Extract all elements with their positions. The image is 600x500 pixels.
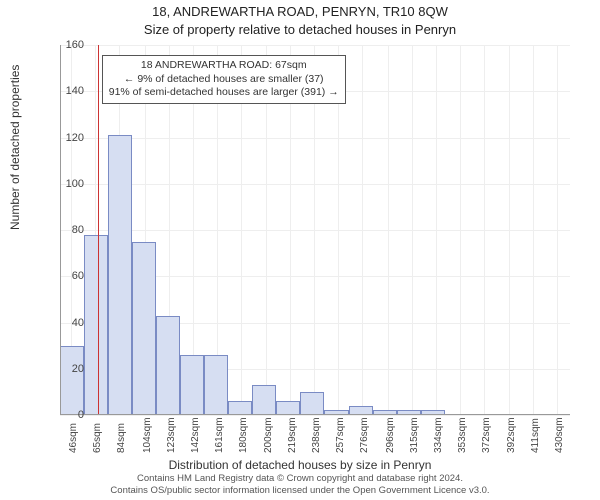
x-tick-label: 104sqm (142, 417, 153, 453)
x-tick-label: 219sqm (287, 417, 298, 453)
x-axis-label: Distribution of detached houses by size … (0, 458, 600, 472)
footnote-line1: Contains HM Land Registry data © Crown c… (137, 473, 463, 484)
histogram-bar (204, 355, 228, 415)
x-tick-label: 296sqm (385, 417, 396, 453)
y-tick-label: 140 (54, 85, 84, 97)
histogram-bar (252, 385, 276, 415)
annotation-box: 18 ANDREWARTHA ROAD: 67sqm← 9% of detach… (102, 55, 346, 104)
page-title: 18, ANDREWARTHA ROAD, PENRYN, TR10 8QW (0, 4, 600, 19)
x-tick-label: 276sqm (359, 417, 370, 453)
histogram-bar (108, 135, 132, 415)
histogram-bar (60, 346, 84, 415)
histogram-bar (300, 392, 324, 415)
x-tick-label: 257sqm (335, 417, 346, 453)
x-tick-label: 392sqm (506, 417, 517, 453)
histogram-bar (84, 235, 108, 415)
x-tick-label: 200sqm (263, 417, 274, 453)
y-axis-label: Number of detached properties (8, 65, 22, 230)
footnote: Contains HM Land Registry data © Crown c… (0, 473, 600, 497)
y-tick-label: 120 (54, 132, 84, 144)
y-tick-label: 20 (54, 363, 84, 375)
histogram-bar (276, 401, 300, 415)
reference-line (98, 45, 99, 415)
x-tick-label: 180sqm (238, 417, 249, 453)
gridline-h (60, 45, 570, 46)
y-tick-label: 100 (54, 178, 84, 190)
gridline-h (60, 138, 570, 139)
histogram-bar (132, 242, 156, 415)
annotation-line1: 18 ANDREWARTHA ROAD: 67sqm (109, 59, 339, 73)
gridline-h (60, 184, 570, 185)
x-tick-label: 315sqm (409, 417, 420, 453)
x-tick-label: 353sqm (457, 417, 468, 453)
x-axis-line (60, 414, 570, 415)
x-tick-label: 142sqm (190, 417, 201, 453)
x-tick-label: 46sqm (68, 423, 79, 453)
chart-subtitle: Size of property relative to detached ho… (0, 22, 600, 37)
y-tick-label: 80 (54, 224, 84, 236)
footnote-line2: Contains OS/public sector information li… (110, 485, 489, 496)
histogram-bar (228, 401, 252, 415)
x-tick-label: 372sqm (481, 417, 492, 453)
x-tick-label: 65sqm (92, 423, 103, 453)
y-tick-label: 60 (54, 270, 84, 282)
histogram-bar (180, 355, 204, 415)
y-tick-label: 160 (54, 39, 84, 51)
y-tick-label: 0 (54, 409, 84, 421)
gridline-h (60, 415, 570, 416)
annotation-line3: 91% of semi-detached houses are larger (… (109, 86, 339, 100)
x-tick-label: 334sqm (433, 417, 444, 453)
histogram-bar (156, 316, 180, 415)
x-tick-label: 430sqm (554, 417, 565, 453)
y-tick-label: 40 (54, 317, 84, 329)
annotation-line2: ← 9% of detached houses are smaller (37) (109, 73, 339, 87)
x-tick-label: 411sqm (530, 418, 541, 453)
x-tick-label: 238sqm (311, 417, 322, 453)
x-tick-label: 123sqm (166, 417, 177, 453)
x-tick-label: 84sqm (116, 423, 127, 453)
gridline-h (60, 230, 570, 231)
x-tick-label: 161sqm (214, 417, 225, 453)
